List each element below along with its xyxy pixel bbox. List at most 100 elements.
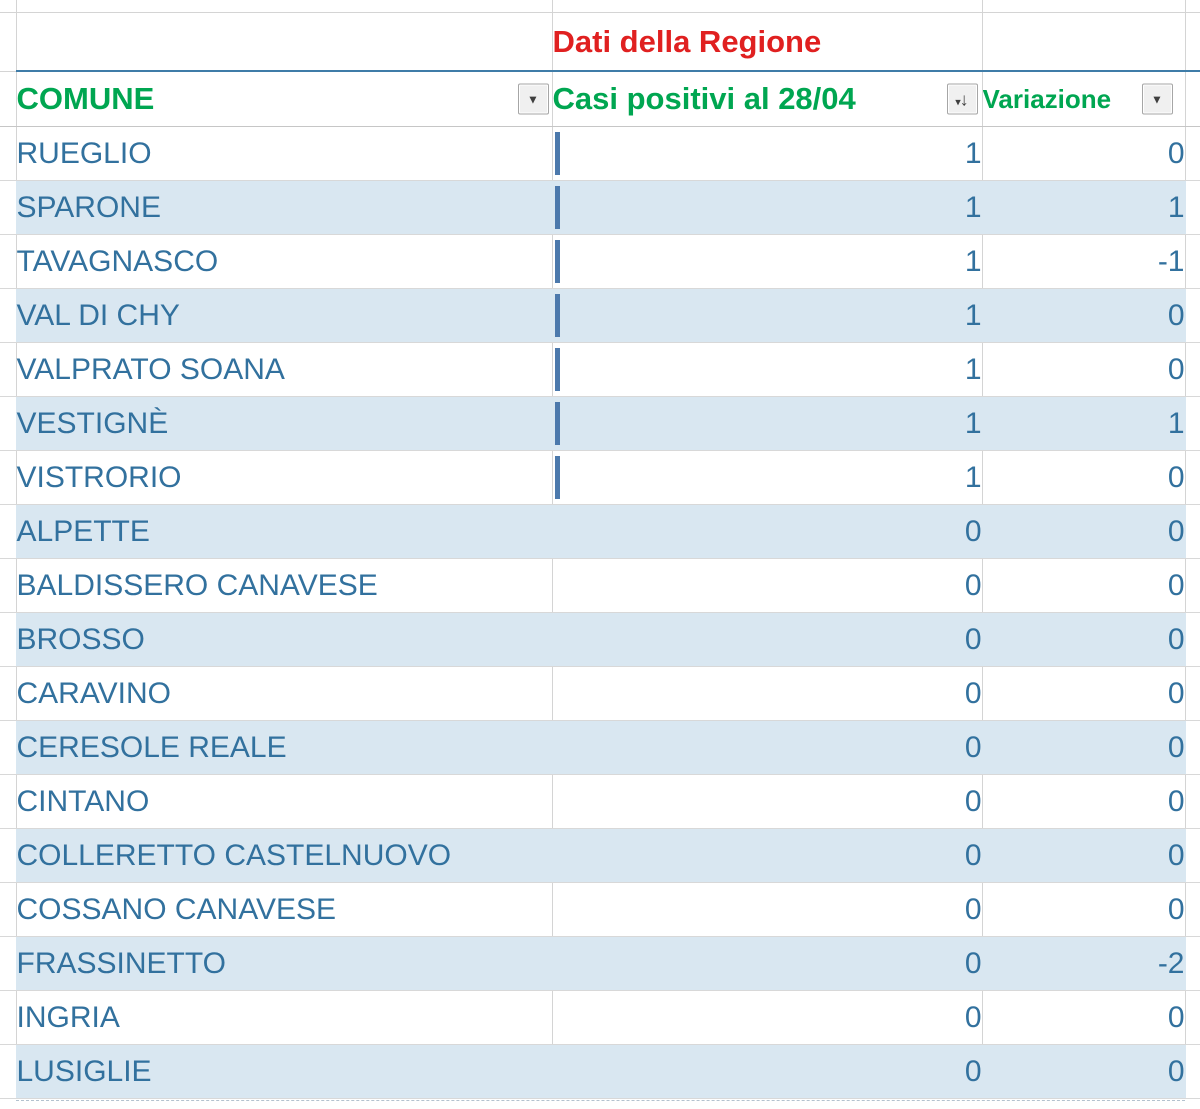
variazione-header-cell[interactable]: Variazione ▼ [981, 70, 1185, 127]
comune-cell[interactable]: INGRIA [15, 990, 552, 1045]
table-row: COLLERETTO CASTELNUOVO 0 0 [0, 828, 1200, 883]
table-row: BROSSO 0 0 [0, 612, 1200, 667]
right-margin-cell [1184, 936, 1200, 991]
table-row: VESTIGNÈ 1 1 [0, 396, 1200, 451]
variazione-cell[interactable]: 0 [981, 882, 1185, 937]
variazione-value: 0 [1167, 514, 1185, 548]
empty-cell[interactable] [981, 12, 1185, 71]
casi-value: 0 [964, 946, 982, 980]
casi-cell[interactable]: 0 [551, 558, 982, 613]
variazione-value: 1 [1167, 190, 1185, 224]
right-margin-cell [1184, 612, 1200, 667]
left-margin-cell [0, 882, 16, 937]
casi-cell[interactable]: 0 [551, 1044, 982, 1099]
region-title-cell[interactable]: Dati della Regione [551, 12, 982, 71]
variazione-cell[interactable]: 0 [981, 990, 1185, 1045]
variazione-cell[interactable]: 0 [981, 126, 1185, 181]
right-margin-cell [1184, 126, 1200, 181]
sort-descending-icon: ↓ [959, 89, 969, 109]
comune-cell[interactable]: VALPRATO SOANA [15, 342, 552, 397]
comune-label: TAVAGNASCO [16, 244, 219, 278]
casi-cell[interactable]: 1 [551, 450, 982, 505]
variazione-filter-button[interactable]: ▼ [1141, 83, 1173, 115]
comune-cell[interactable]: TAVAGNASCO [15, 234, 552, 289]
casi-sort-filter-button[interactable]: ▾ ↓ [946, 83, 978, 115]
casi-cell[interactable]: 0 [551, 612, 982, 667]
left-margin-cell [0, 828, 16, 883]
right-margin-cell [1184, 666, 1200, 721]
variazione-cell[interactable]: 0 [981, 720, 1185, 775]
casi-cell[interactable]: 0 [551, 990, 982, 1045]
comune-cell[interactable]: VESTIGNÈ [15, 396, 552, 451]
casi-cell[interactable]: 0 [551, 882, 982, 937]
comune-cell[interactable]: BALDISSERO CANAVESE [15, 558, 552, 613]
variazione-cell[interactable]: 0 [981, 774, 1185, 829]
data-bar [554, 186, 560, 229]
casi-cell[interactable]: 0 [551, 720, 982, 775]
empty-cell[interactable] [15, 12, 552, 71]
casi-value: 0 [964, 838, 982, 872]
casi-cell[interactable]: 1 [551, 126, 982, 181]
casi-cell[interactable]: 1 [551, 396, 982, 451]
casi-cell[interactable]: 0 [551, 504, 982, 559]
right-margin-cell [1184, 774, 1200, 829]
table-row: ALPETTE 0 0 [0, 504, 1200, 559]
variazione-value: -2 [1157, 946, 1185, 980]
casi-cell[interactable]: 0 [551, 936, 982, 991]
variazione-cell[interactable]: 0 [981, 666, 1185, 721]
comune-cell[interactable]: FRASSINETTO [15, 936, 552, 991]
comune-label: BROSSO [16, 622, 145, 656]
comune-cell[interactable]: CARAVINO [15, 666, 552, 721]
variazione-cell[interactable]: 0 [981, 450, 1185, 505]
right-margin-cell [1184, 882, 1200, 937]
casi-cell[interactable]: 0 [551, 666, 982, 721]
casi-value: 1 [964, 352, 982, 386]
variazione-cell[interactable]: 0 [981, 612, 1185, 667]
casi-value: 1 [964, 460, 982, 494]
variazione-cell[interactable]: -1 [981, 234, 1185, 289]
left-margin-cell [0, 70, 16, 127]
comune-label: FRASSINETTO [16, 946, 226, 980]
variazione-cell[interactable]: 0 [981, 342, 1185, 397]
comune-cell[interactable]: SPARONE [15, 180, 552, 235]
left-margin-cell [0, 0, 16, 13]
comune-cell[interactable]: VISTRORIO [15, 450, 552, 505]
casi-value: 1 [964, 190, 982, 224]
dropdown-icon: ▼ [1151, 92, 1163, 106]
comune-cell[interactable]: COLLERETTO CASTELNUOVO [15, 828, 552, 883]
left-margin-cell [0, 558, 16, 613]
casi-value: 0 [964, 784, 982, 818]
casi-cell[interactable]: 0 [551, 774, 982, 829]
variazione-cell[interactable]: 0 [981, 828, 1185, 883]
casi-value: 1 [964, 244, 982, 278]
casi-cell[interactable]: 1 [551, 342, 982, 397]
comune-filter-button[interactable]: ▼ [517, 83, 549, 115]
variazione-cell[interactable]: 0 [981, 288, 1185, 343]
casi-header-label: Casi positivi al 28/04 [552, 81, 856, 116]
comune-cell[interactable]: CINTANO [15, 774, 552, 829]
comune-header-cell[interactable]: COMUNE ▼ [15, 70, 552, 127]
variazione-cell[interactable]: 0 [981, 504, 1185, 559]
casi-cell[interactable]: 1 [551, 234, 982, 289]
comune-cell[interactable]: VAL DI CHY [15, 288, 552, 343]
comune-cell[interactable]: BROSSO [15, 612, 552, 667]
comune-cell[interactable]: RUEGLIO [15, 126, 552, 181]
variazione-cell[interactable]: -2 [981, 936, 1185, 991]
comune-cell[interactable]: ALPETTE [15, 504, 552, 559]
comune-cell[interactable]: COSSANO CANAVESE [15, 882, 552, 937]
right-margin-cell [1184, 288, 1200, 343]
comune-label: VALPRATO SOANA [16, 352, 285, 386]
comune-cell[interactable]: LUSIGLIE [15, 1044, 552, 1099]
casi-cell[interactable]: 0 [551, 828, 982, 883]
comune-cell[interactable]: CERESOLE REALE [15, 720, 552, 775]
left-margin-cell [0, 504, 16, 559]
casi-cell[interactable]: 1 [551, 288, 982, 343]
casi-cell[interactable]: 1 [551, 180, 982, 235]
table-row: VALPRATO SOANA 1 0 [0, 342, 1200, 397]
variazione-cell[interactable]: 1 [981, 396, 1185, 451]
casi-header-cell[interactable]: Casi positivi al 28/04 ▾ ↓ [551, 70, 982, 127]
variazione-cell[interactable]: 1 [981, 180, 1185, 235]
variazione-cell[interactable]: 0 [981, 558, 1185, 613]
variazione-cell[interactable]: 0 [981, 1044, 1185, 1099]
casi-value: 0 [964, 568, 982, 602]
